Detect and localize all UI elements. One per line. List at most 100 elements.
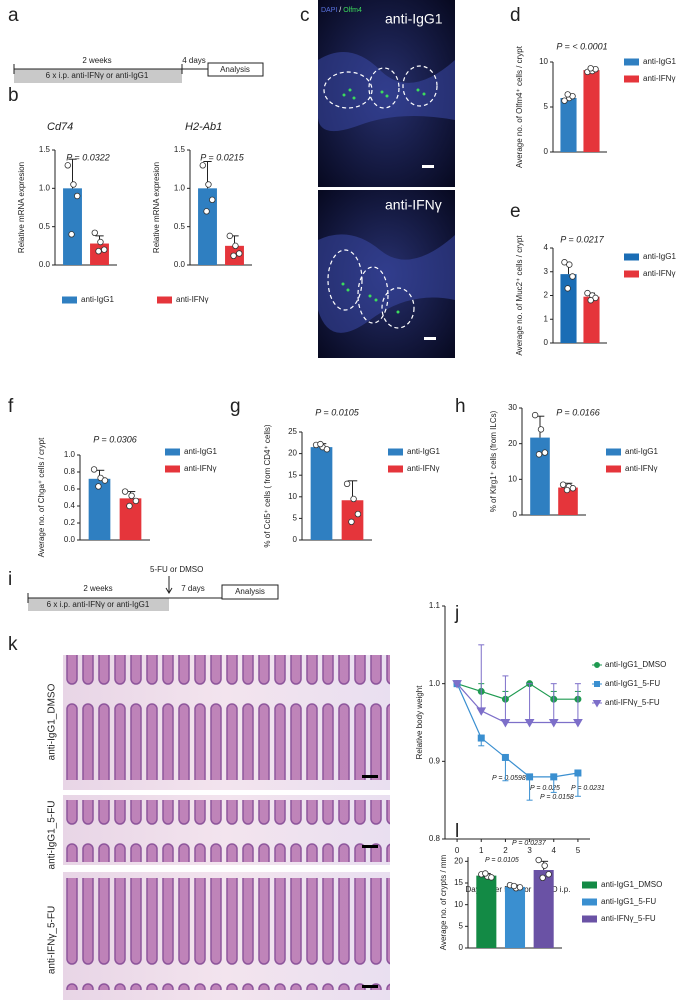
y-axis-label: Relative mRNA expresion (17, 162, 26, 253)
legend-label: anti-IgG1_5-FU (605, 679, 660, 688)
bar (119, 498, 142, 540)
legend-swatch (624, 75, 639, 83)
bar (560, 274, 577, 343)
endpoint: Analysis (220, 65, 250, 74)
legend-label: anti-IFNγ (184, 464, 216, 473)
duration: 4 days (182, 56, 206, 65)
separator: / (339, 7, 341, 14)
chart-title: Cd74 (47, 121, 73, 133)
legend-label: anti-IgG1 (625, 447, 658, 456)
y-tick-label: 1 (544, 314, 549, 323)
stain: DAPI (321, 7, 337, 14)
p-value: P = 0.025 (530, 785, 560, 792)
y-axis-label: Relative mRNA expresion (152, 162, 161, 253)
panel-label: j (454, 603, 459, 624)
legend-swatch (165, 465, 180, 473)
legend-label: anti-IFNγ_5-FU (605, 698, 660, 707)
data-point (343, 480, 351, 488)
data-point (101, 246, 108, 253)
y-tick-label: 3 (544, 267, 549, 276)
legend-label: anti-IgG1 (81, 295, 114, 304)
legend-label: anti-IFNγ (643, 74, 675, 83)
panel-label: d (510, 5, 521, 26)
stain-label: DAPI / Olfm4 (321, 7, 362, 14)
legend-label: anti-IgG1 (407, 447, 440, 456)
y-axis-label: % of Ccl5⁺ cells ( from CD4⁺ cells) (263, 424, 272, 547)
data-point (68, 231, 75, 238)
data-point (232, 242, 239, 250)
y-tick-label: 1.0 (39, 183, 51, 192)
legend-swatch (388, 448, 403, 456)
treatment-box (14, 69, 182, 83)
marker (594, 681, 600, 687)
y-tick-label: 0.2 (64, 518, 76, 527)
bar (583, 296, 600, 343)
y-axis-label: % of Klrg1⁺ cells (from ILCs) (489, 410, 498, 512)
data-point (535, 451, 543, 458)
histology-k: anti-IgG1_DMSO anti-IgG1_5-FU anti-IFNγ_… (47, 655, 390, 1000)
p-value: P = 0.0598 (492, 775, 526, 782)
data-point (317, 440, 324, 448)
y-tick-label: 1.5 (39, 145, 51, 154)
bar (90, 243, 109, 265)
data-point (236, 250, 243, 257)
legend-label: anti-IFNγ_5-FU (601, 914, 656, 923)
panel-label: e (510, 201, 521, 222)
p-value: P = 0.0237 (512, 840, 547, 847)
y-tick-label: 1.5 (174, 145, 186, 154)
data-point (510, 882, 518, 890)
legend-swatch (606, 465, 621, 473)
data-point (348, 518, 355, 526)
image-label: anti-IgG1 (385, 11, 443, 27)
marker (476, 707, 487, 716)
marker (574, 769, 582, 777)
panel-label: a (8, 5, 19, 26)
panel-label: k (8, 634, 18, 655)
y-tick-label: 10 (539, 57, 548, 66)
data-point (564, 91, 571, 98)
y-tick-label: 0.8 (64, 467, 76, 476)
y-tick-label: 5 (459, 921, 464, 930)
marker (573, 719, 583, 728)
data-point (70, 181, 77, 188)
marker (500, 719, 511, 728)
duration: 2 weeks (83, 584, 112, 593)
bar (560, 98, 577, 152)
villi (63, 878, 390, 990)
legend-swatch (165, 448, 180, 456)
data-point (561, 97, 568, 104)
y-tick-label: 0.0 (39, 260, 51, 269)
panel-letters: a b c d e f g h i j k l (8, 5, 521, 842)
bar (504, 886, 526, 948)
image-label: anti-IFNγ_5-FU (47, 906, 58, 974)
scale-bar (424, 337, 436, 340)
scale-bar (362, 985, 378, 988)
y-tick-label: 0.0 (174, 260, 186, 269)
data-point (541, 862, 548, 869)
legend-label: anti-IgG1_DMSO (601, 880, 662, 889)
y-tick-label: 15 (454, 878, 463, 887)
data-point (539, 874, 546, 881)
stain: Olfm4 (343, 7, 362, 14)
duration: 2 weeks (82, 56, 111, 65)
y-tick-label: 5 (293, 514, 298, 523)
image-label: anti-IgG1_DMSO (47, 683, 58, 760)
data-point (569, 273, 576, 280)
marker (524, 719, 535, 728)
scale-bar (362, 845, 378, 848)
duration: 7 days (181, 584, 205, 593)
data-point (482, 870, 489, 877)
marker (550, 773, 558, 781)
data-point (354, 510, 362, 518)
y-axis-label: Average no. of Chga⁺ cells / crypt (37, 437, 46, 557)
data-point (95, 483, 102, 490)
y-axis-label: Average no. of Olfm4⁺ cells / crypt (515, 45, 524, 168)
marker (477, 734, 485, 742)
data-point (587, 297, 594, 304)
y-tick-label: 0.4 (64, 501, 76, 510)
data-point (209, 196, 216, 204)
y-tick-label: 5 (544, 102, 549, 111)
data-point (350, 495, 357, 503)
bar (583, 70, 600, 152)
